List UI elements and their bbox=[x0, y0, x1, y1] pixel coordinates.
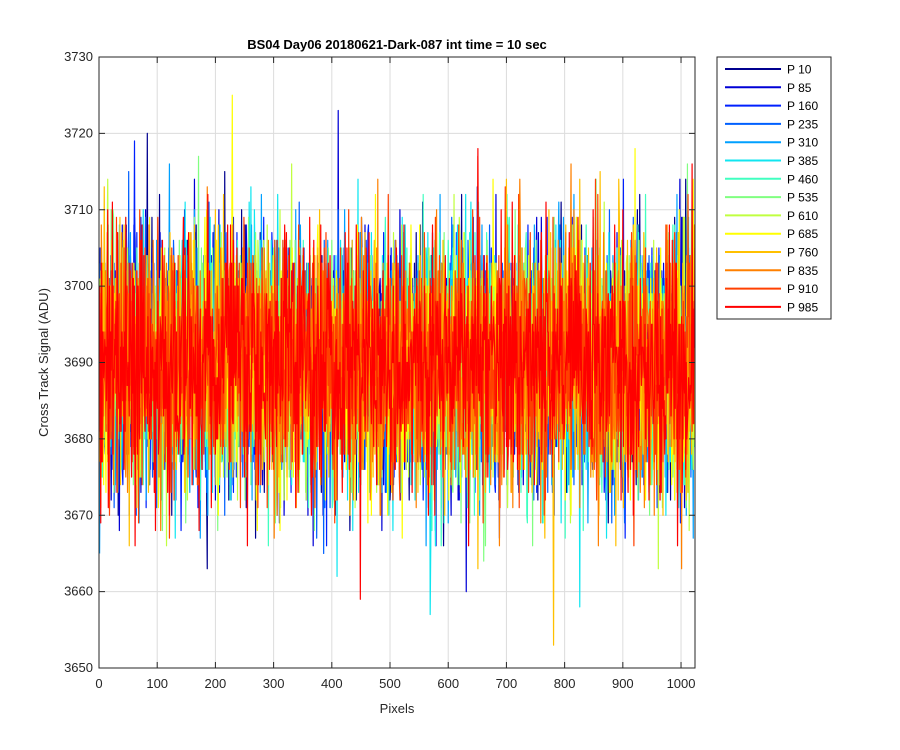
y-tick-label: 3690 bbox=[64, 355, 93, 370]
y-tick-label: 3680 bbox=[64, 431, 93, 446]
legend-label: P 460 bbox=[787, 172, 818, 186]
x-tick-label: 400 bbox=[321, 676, 343, 691]
legend-label: P 985 bbox=[787, 300, 818, 314]
legend-label: P 310 bbox=[787, 136, 818, 150]
y-tick-label: 3730 bbox=[64, 49, 93, 64]
x-tick-label: 0 bbox=[95, 676, 102, 691]
x-tick-label: 800 bbox=[554, 676, 576, 691]
legend-label: P 535 bbox=[787, 191, 818, 205]
legend: P 10 P 85 P 160 P 235 P 310 P 385 P 460 P 535 P … bbox=[716, 56, 832, 320]
chart-title: BS04 Day06 20180621-Dark-087 int time = … bbox=[247, 37, 547, 52]
series-line bbox=[99, 148, 695, 600]
x-tick-label: 600 bbox=[437, 676, 459, 691]
y-axis-label: Cross Track Signal (ADU) bbox=[36, 288, 51, 437]
y-tick-label: 3720 bbox=[64, 125, 93, 140]
y-tick-label: 3660 bbox=[64, 584, 93, 599]
y-tick-label: 3710 bbox=[64, 202, 93, 217]
x-tick-label: 300 bbox=[263, 676, 285, 691]
legend-label: P 385 bbox=[787, 154, 818, 168]
x-tick-label: 900 bbox=[612, 676, 634, 691]
legend-label: P 685 bbox=[787, 227, 818, 241]
legend-label: P 160 bbox=[787, 99, 818, 113]
legend-label: P 610 bbox=[787, 209, 818, 223]
legend-label: P 85 bbox=[787, 81, 812, 95]
x-tick-label: 100 bbox=[146, 676, 168, 691]
legend-label: P 910 bbox=[787, 282, 818, 296]
series-lines bbox=[99, 94, 695, 646]
x-tick-label: 1000 bbox=[667, 676, 696, 691]
x-tick-label: 500 bbox=[379, 676, 401, 691]
x-axis-label: Pixels bbox=[380, 701, 415, 716]
legend-box bbox=[716, 56, 832, 320]
y-tick-label: 3670 bbox=[64, 507, 93, 522]
x-tick-label: 700 bbox=[496, 676, 518, 691]
x-tick-label: 200 bbox=[205, 676, 227, 691]
legend-label: P 760 bbox=[787, 246, 818, 260]
legend-label: P 235 bbox=[787, 117, 818, 131]
legend-label: P 10 bbox=[787, 63, 812, 77]
y-tick-label: 3700 bbox=[64, 278, 93, 293]
axis-ticks: 0 100 200 300 400 500 600 700 800 900 1000 3650 3660… bbox=[64, 49, 695, 691]
legend-label: P 835 bbox=[787, 264, 818, 278]
y-tick-label: 3650 bbox=[64, 660, 93, 675]
